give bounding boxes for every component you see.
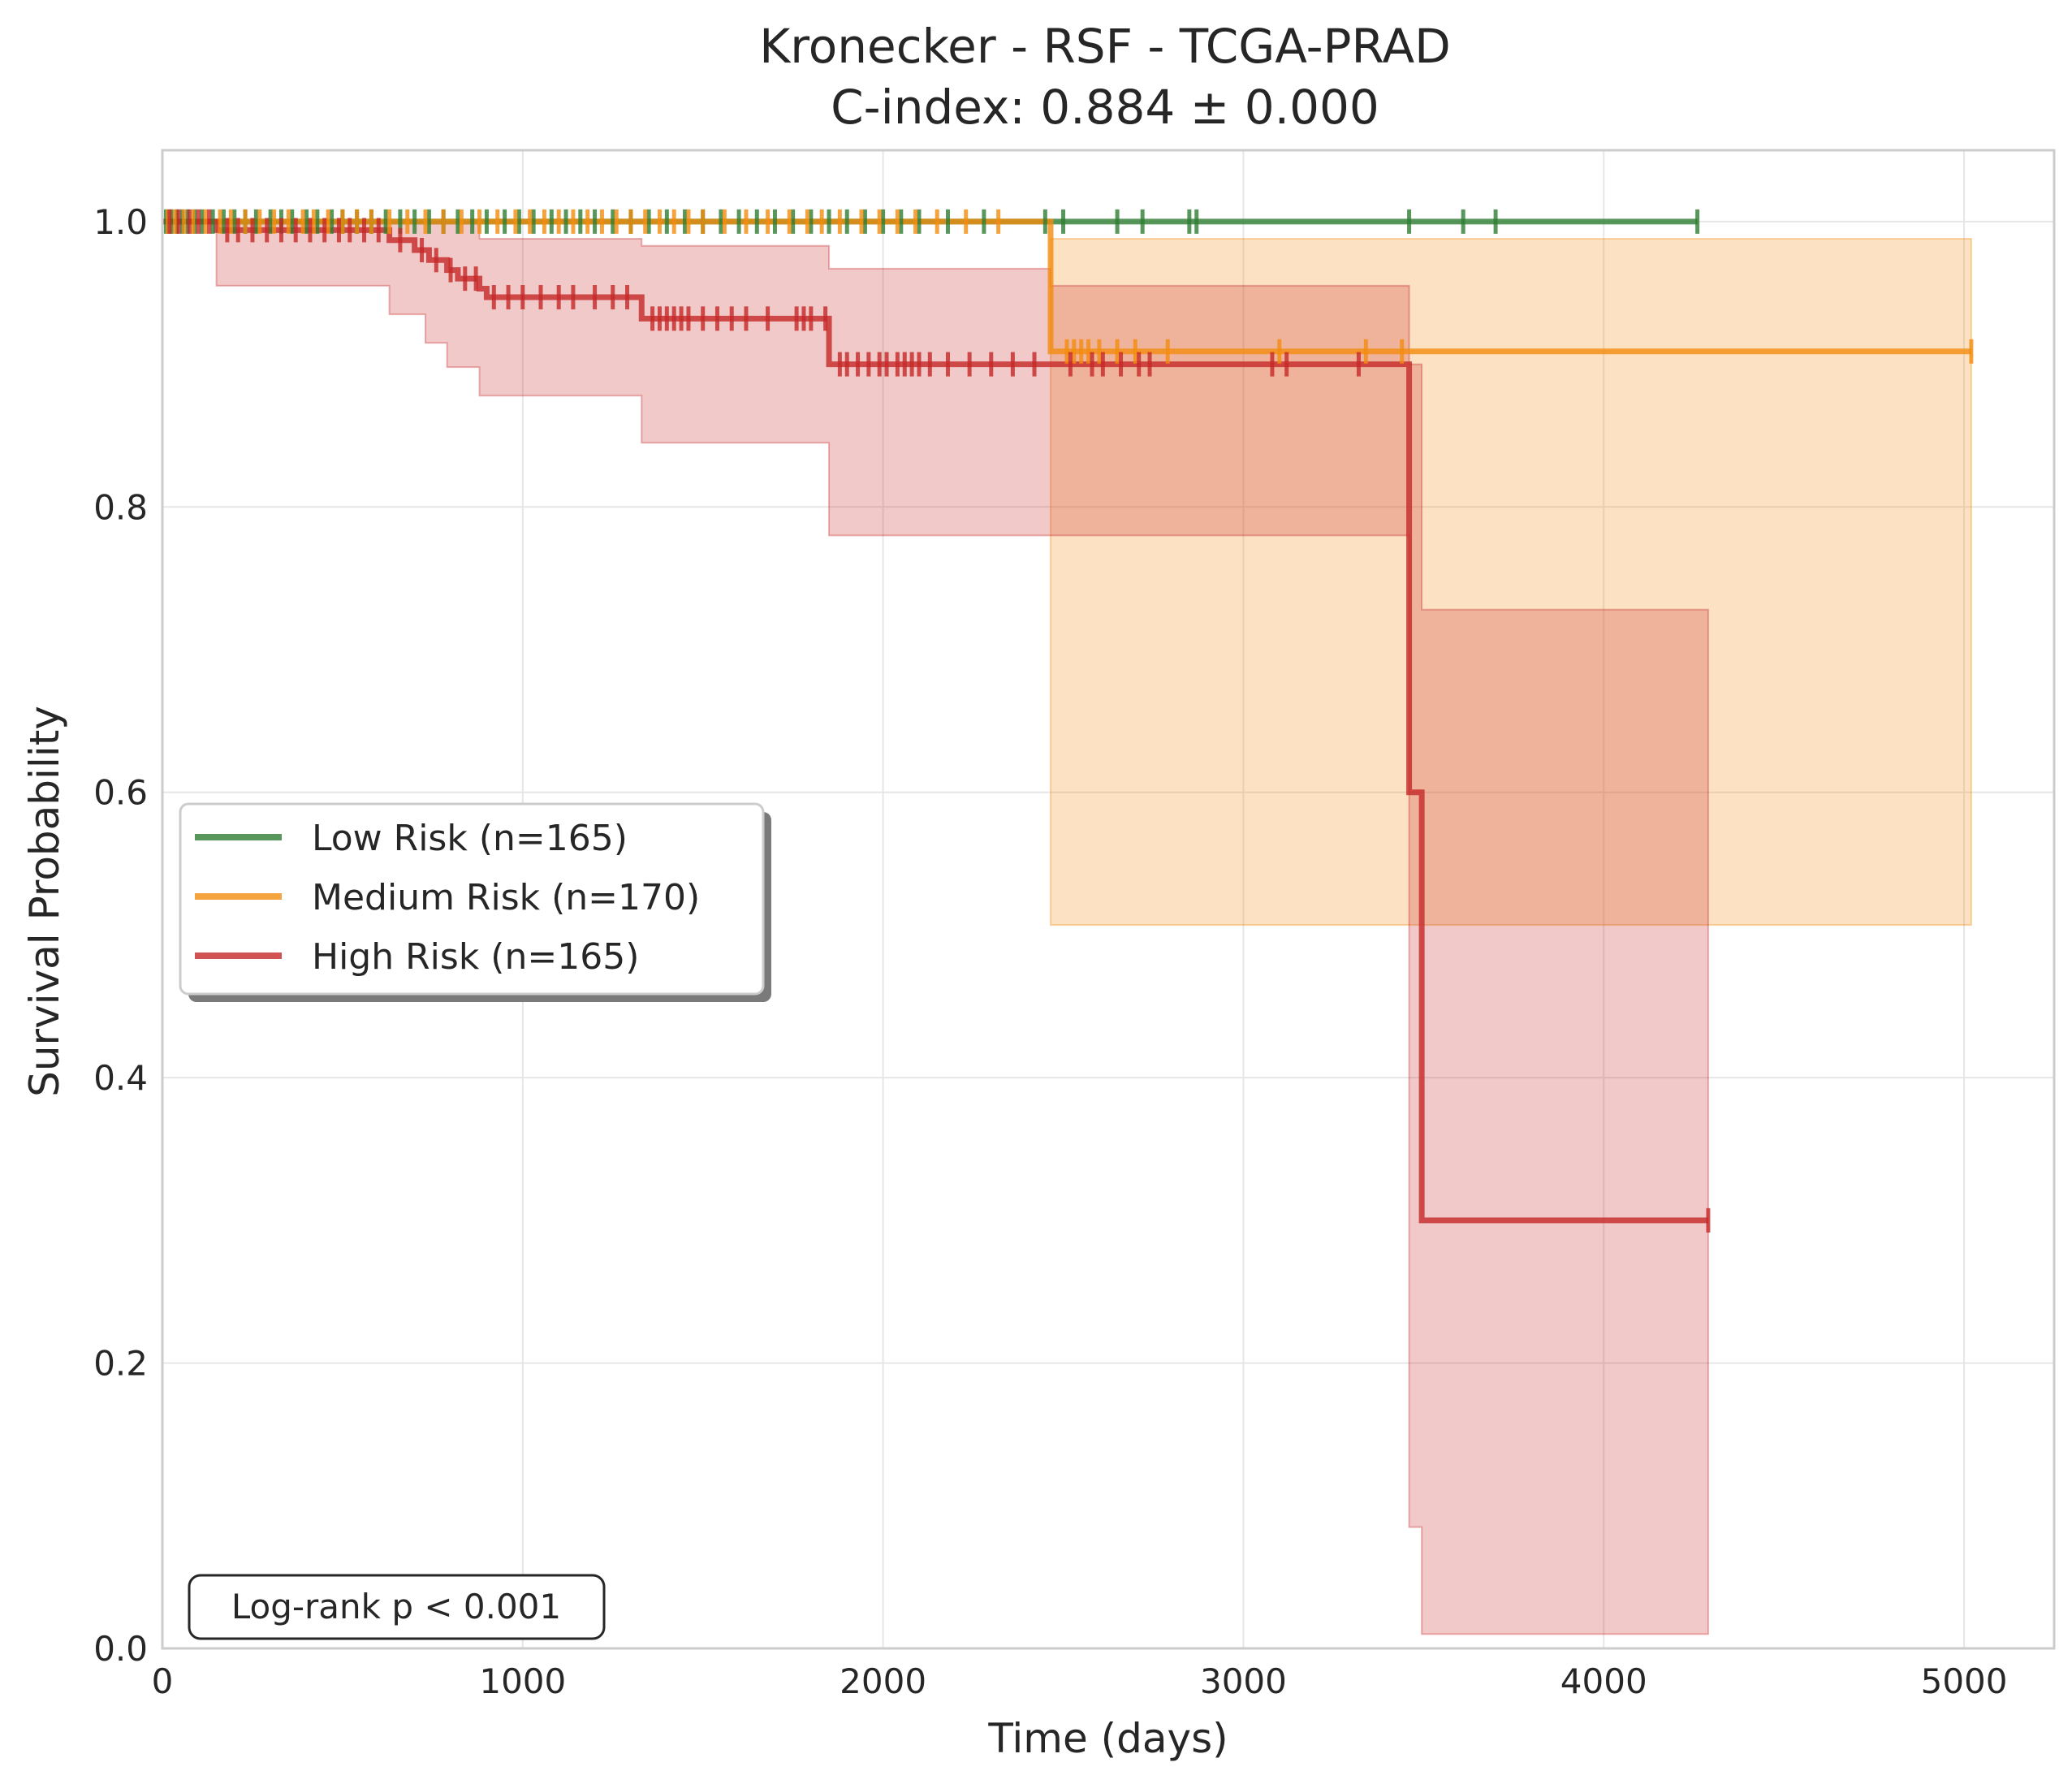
legend: Low Risk (n=165) Medium Risk (n=170) Hig…: [179, 802, 771, 1002]
y-tick-label: 0.8: [93, 487, 148, 527]
y-tick-label: 0.6: [93, 773, 148, 813]
y-tick-label: 1.0: [93, 202, 148, 242]
x-axis-ticks: 0 1000 2000 3000 4000 5000: [152, 1661, 2008, 1701]
x-tick-label: 1000: [479, 1661, 566, 1701]
plot-frame: [161, 149, 2056, 1650]
x-tick-label: 0: [152, 1661, 174, 1701]
x-tick-label: 5000: [1921, 1661, 2008, 1701]
x-tick-label: 2000: [840, 1661, 926, 1701]
ci-band-high-risk: [162, 220, 1709, 1635]
survival-curves: [162, 218, 1971, 1224]
legend-label-high-risk: High Risk (n=165): [312, 936, 639, 978]
chart-subtitle: C-index: 0.884 ± 0.000: [831, 80, 1379, 135]
curve-medium-risk: [162, 218, 1971, 355]
y-tick-label: 0.2: [93, 1344, 148, 1384]
annotation-text: Log-rank p < 0.001: [231, 1587, 561, 1626]
curve-high-risk: [162, 218, 1708, 1224]
confidence-bands: [162, 220, 1972, 1635]
y-tick-label: 0.0: [93, 1629, 148, 1669]
legend-label-medium-risk: Medium Risk (n=170): [312, 877, 700, 918]
legend-label-low-risk: Low Risk (n=165): [312, 818, 628, 859]
x-tick-label: 3000: [1200, 1661, 1287, 1701]
chart-title: Kronecker - RSF - TCGA-PRAD: [759, 19, 1451, 74]
censor-marks: [163, 209, 1974, 1233]
x-axis-label: Time (days): [987, 1715, 1228, 1762]
y-axis-ticks: 0.0 0.2 0.4 0.6 0.8 1.0: [93, 202, 148, 1669]
legend-box: [179, 802, 765, 996]
ci-band-medium-risk: [1049, 237, 1972, 927]
y-tick-label: 0.4: [93, 1058, 148, 1098]
logrank-annotation: Log-rank p < 0.001: [188, 1574, 606, 1640]
annotation-box: [188, 1574, 606, 1640]
y-axis-label: Survival Probability: [21, 706, 68, 1097]
x-tick-label: 4000: [1560, 1661, 1647, 1701]
